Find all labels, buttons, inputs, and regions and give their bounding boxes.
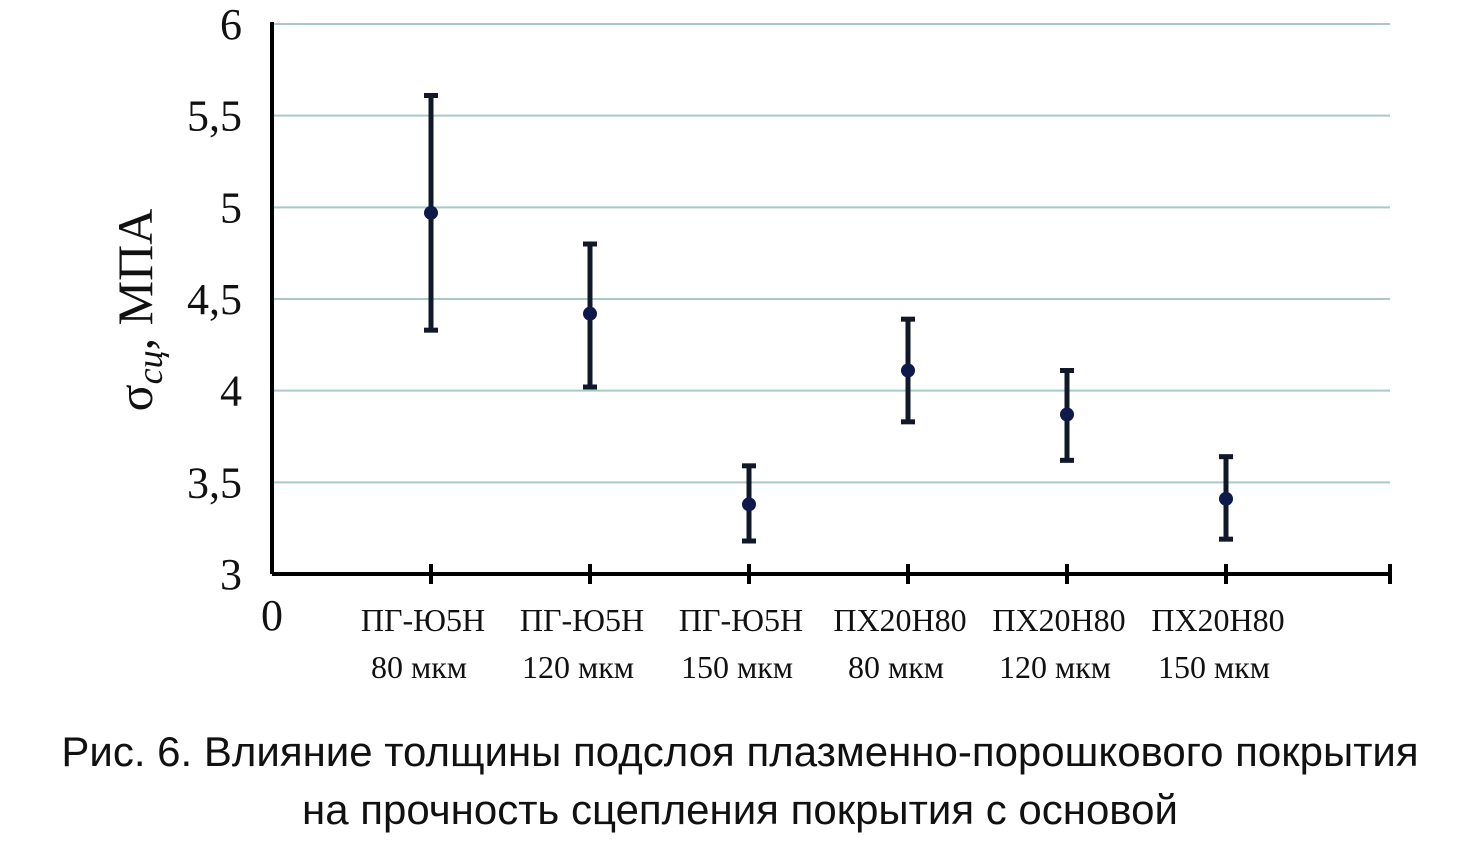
x-tick-label-line2: 150 мкм [1158, 649, 1270, 685]
x-tick-labels: ПГ-Ю5Н 80 мкм ПГ-Ю5Н 120 мкм ПГ-Ю5Н 150 мкм ПХ… [361, 602, 1285, 685]
error-bar-chart: 3 3,5 4 4,5 5 5,5 6 0 ПГ-Ю5Н 80 мкм ПГ-Ю5Н 120 мк… [107, 0, 1392, 685]
y-tick-label: 5,5 [187, 92, 242, 141]
x-tick-label-line2: 120 мкм [522, 649, 634, 685]
data-points [424, 93, 1233, 544]
y-tick-labels: 3 3,5 4 4,5 5 5,5 6 [187, 0, 242, 599]
data-point-marker [901, 363, 915, 378]
x-tick-label-line1: ПХ20Н80 [992, 602, 1125, 638]
figure-caption-line-2: на прочность сцепления покрытия с осново… [302, 786, 1178, 833]
y-tick-label: 4,5 [187, 275, 242, 324]
y-axis-label-subscript: сц [130, 350, 170, 384]
data-point-marker [1219, 491, 1233, 506]
x-tick-label-line2: 150 мкм [681, 649, 793, 685]
y-tick-label: 4 [220, 367, 242, 416]
y-tick-label: 3 [220, 550, 242, 599]
data-point-marker [1060, 407, 1074, 422]
y-axis-label-rest: , МПА [107, 209, 163, 351]
y-tick-label: 3,5 [187, 458, 242, 507]
data-point-marker [583, 306, 597, 321]
x-tick-label-line2: 80 мкм [371, 649, 467, 685]
x-tick-label-line1: ПГ-Ю5Н [679, 602, 803, 638]
x-tick-label-line1: ПГ-Ю5Н [520, 602, 644, 638]
x-origin-label: 0 [261, 591, 283, 640]
x-tick-label-line2: 120 мкм [999, 649, 1111, 685]
x-axis-ticks [429, 564, 1392, 584]
x-tick-label-line1: ПХ20Н80 [1151, 602, 1284, 638]
figure-caption-line-1: Рис. 6. Влияние толщины подслоя плазменн… [61, 728, 1419, 775]
y-tick-label: 5 [220, 183, 242, 232]
y-axis-label-symbol: σ [107, 384, 163, 411]
grid-lines [272, 23, 1390, 484]
y-tick-label: 6 [220, 0, 242, 49]
y-axis-label: σсц, МПА [107, 209, 170, 412]
x-tick-label-line1: ПХ20Н80 [833, 602, 966, 638]
data-point-marker [742, 497, 756, 512]
x-tick-label-line2: 80 мкм [848, 649, 944, 685]
data-point-marker [424, 205, 438, 220]
x-tick-label-line1: ПГ-Ю5Н [361, 602, 485, 638]
